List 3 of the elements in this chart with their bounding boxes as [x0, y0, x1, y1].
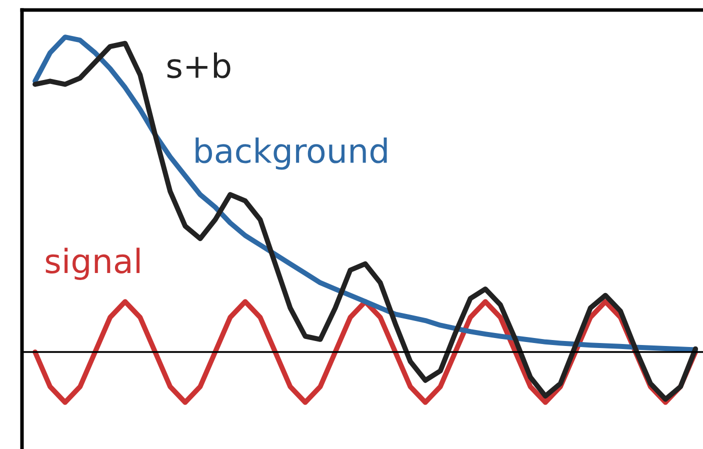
series-label: signal	[46, 248, 140, 280]
series-label: s+b	[167, 52, 230, 78]
series-label: background	[196, 137, 387, 170]
